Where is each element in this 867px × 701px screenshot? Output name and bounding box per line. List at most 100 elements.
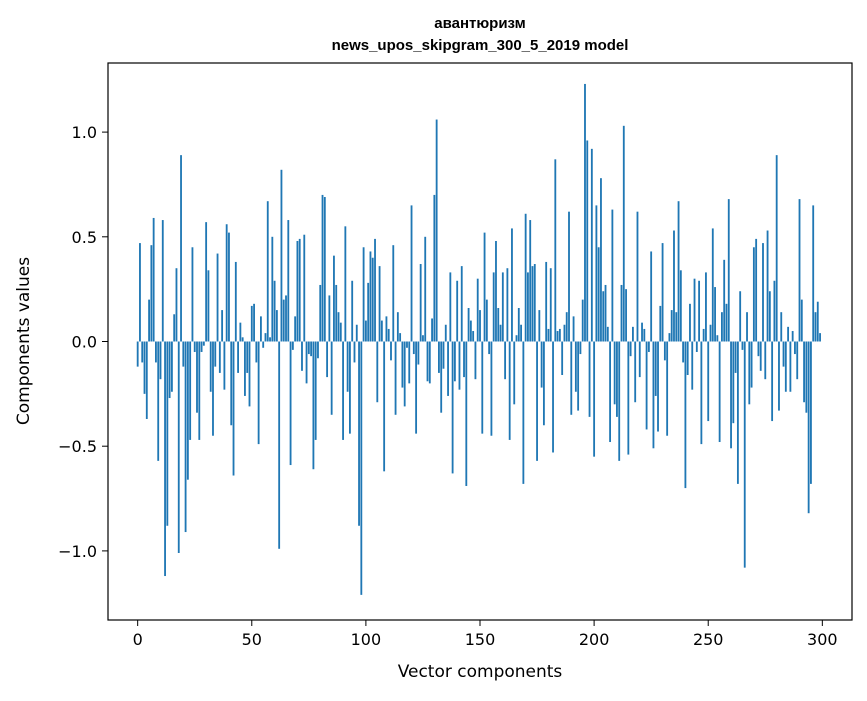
bar [212,341,214,436]
bar [408,341,411,384]
bar [483,232,486,342]
bar [677,201,680,342]
bar [780,312,783,342]
bar [351,280,354,342]
bar [150,245,153,342]
bar [460,266,463,342]
bar [561,341,564,375]
bar [266,201,269,342]
bar [280,169,283,342]
x-tick-label: 250 [693,630,724,649]
bar [616,341,618,417]
bar [449,272,452,342]
bar [180,155,182,342]
y-axis-label: Components values [14,257,34,425]
bar [296,240,299,342]
bar [549,268,552,342]
bar [307,341,310,355]
bar [778,341,780,411]
bar [349,341,351,434]
bar [269,337,271,342]
bar [337,312,340,342]
bar [805,341,808,413]
bar [378,266,381,342]
bar [143,341,146,394]
bar [609,341,611,443]
bar [650,251,653,342]
bar [438,341,440,373]
bar [721,312,723,342]
bar [707,341,710,422]
bar [584,83,586,342]
bar [725,303,728,342]
bar [369,251,372,342]
bar [597,247,600,342]
bar [679,270,682,342]
bar [743,341,746,568]
bar [499,324,502,342]
bar [428,341,431,384]
bar [198,341,201,440]
bar [568,211,570,342]
bar [577,341,580,411]
bar [442,341,445,369]
bar [803,341,805,403]
bar [746,312,748,342]
bar [794,341,796,355]
bar [796,341,799,380]
bar [588,341,591,417]
bar [590,148,593,342]
bar [622,125,625,342]
bar [321,194,324,342]
bar [415,341,418,434]
bar [456,280,459,342]
bar [666,341,669,436]
bar [200,341,203,352]
bar [757,341,760,357]
bar [673,230,675,342]
bar [469,320,472,342]
bar [467,308,470,342]
bar [686,341,689,375]
bar [632,326,634,342]
bar [485,299,488,342]
bar [675,312,678,342]
bar [260,316,262,342]
bar [508,341,511,440]
bar [504,341,507,380]
bar [771,341,774,422]
bar [396,312,399,342]
bar [152,217,155,342]
bar [253,303,255,342]
y-tick-label: 0.5 [72,228,97,247]
bar [289,341,292,466]
bar [488,341,491,355]
x-axis-ticks: 0 50 100 150 200 250 300 [133,620,838,649]
bar [205,222,208,342]
bar [186,341,189,480]
bar [787,326,790,342]
bar [661,243,664,342]
x-tick-label: 300 [807,630,838,649]
bar [627,341,630,455]
bar [191,247,194,342]
bar [668,333,671,342]
bar [214,341,217,367]
bar [333,255,335,342]
bar [383,341,386,472]
bar [711,228,714,342]
bar [358,341,360,526]
bar [344,226,347,342]
bar [472,331,475,342]
bar [643,328,646,342]
bar [303,234,306,342]
bar [593,341,596,457]
bar [374,238,376,342]
bar [513,341,516,405]
bar [262,341,265,348]
bar [157,341,160,461]
bar [248,341,251,407]
bar [465,341,468,486]
